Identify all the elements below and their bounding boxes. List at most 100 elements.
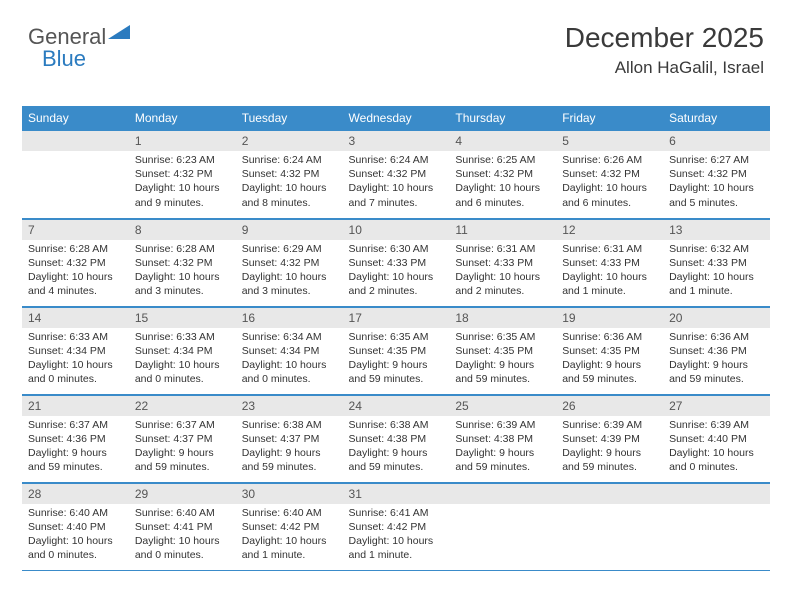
day-details: Sunrise: 6:24 AMSunset: 4:32 PMDaylight:… bbox=[343, 151, 450, 214]
day-line-sr: Sunrise: 6:34 AM bbox=[242, 330, 337, 344]
day-line-sr: Sunrise: 6:32 AM bbox=[669, 242, 764, 256]
day-details: Sunrise: 6:25 AMSunset: 4:32 PMDaylight:… bbox=[449, 151, 556, 214]
day-line-sr: Sunrise: 6:37 AM bbox=[28, 418, 123, 432]
day-line-sr: Sunrise: 6:27 AM bbox=[669, 153, 764, 167]
day-cell: 16Sunrise: 6:34 AMSunset: 4:34 PMDayligh… bbox=[236, 306, 343, 394]
day-details: Sunrise: 6:37 AMSunset: 4:37 PMDaylight:… bbox=[129, 416, 236, 479]
day-line-sr: Sunrise: 6:40 AM bbox=[135, 506, 230, 520]
day-number: 29 bbox=[129, 484, 236, 504]
day-details: Sunrise: 6:32 AMSunset: 4:33 PMDaylight:… bbox=[663, 240, 770, 303]
day-line-d1: Daylight: 10 hours bbox=[135, 534, 230, 548]
day-number: 20 bbox=[663, 308, 770, 328]
day-line-sr: Sunrise: 6:39 AM bbox=[669, 418, 764, 432]
day-line-d2: and 0 minutes. bbox=[135, 372, 230, 386]
day-line-d2: and 0 minutes. bbox=[669, 460, 764, 474]
day-details: Sunrise: 6:31 AMSunset: 4:33 PMDaylight:… bbox=[449, 240, 556, 303]
day-cell: 25Sunrise: 6:39 AMSunset: 4:38 PMDayligh… bbox=[449, 394, 556, 482]
day-cell: 14Sunrise: 6:33 AMSunset: 4:34 PMDayligh… bbox=[22, 306, 129, 394]
day-line-ss: Sunset: 4:38 PM bbox=[349, 432, 444, 446]
day-number: 18 bbox=[449, 308, 556, 328]
day-line-d2: and 59 minutes. bbox=[135, 460, 230, 474]
day-line-d2: and 59 minutes. bbox=[349, 372, 444, 386]
week-row: 21Sunrise: 6:37 AMSunset: 4:36 PMDayligh… bbox=[22, 394, 770, 482]
day-number: 30 bbox=[236, 484, 343, 504]
day-details: Sunrise: 6:41 AMSunset: 4:42 PMDaylight:… bbox=[343, 504, 450, 567]
day-details: Sunrise: 6:29 AMSunset: 4:32 PMDaylight:… bbox=[236, 240, 343, 303]
day-cell: 30Sunrise: 6:40 AMSunset: 4:42 PMDayligh… bbox=[236, 482, 343, 570]
weekday-thursday: Thursday bbox=[449, 106, 556, 130]
day-line-ss: Sunset: 4:40 PM bbox=[669, 432, 764, 446]
day-line-ss: Sunset: 4:32 PM bbox=[349, 167, 444, 181]
day-line-ss: Sunset: 4:41 PM bbox=[135, 520, 230, 534]
day-line-d2: and 59 minutes. bbox=[242, 460, 337, 474]
day-line-d2: and 1 minute. bbox=[349, 548, 444, 562]
day-line-sr: Sunrise: 6:39 AM bbox=[455, 418, 550, 432]
day-cell: 6Sunrise: 6:27 AMSunset: 4:32 PMDaylight… bbox=[663, 130, 770, 218]
day-line-d1: Daylight: 10 hours bbox=[242, 534, 337, 548]
day-number: 5 bbox=[556, 131, 663, 151]
day-details: Sunrise: 6:30 AMSunset: 4:33 PMDaylight:… bbox=[343, 240, 450, 303]
header-right: December 2025 Allon HaGalil, Israel bbox=[565, 22, 764, 78]
day-line-d1: Daylight: 9 hours bbox=[349, 358, 444, 372]
day-line-ss: Sunset: 4:34 PM bbox=[28, 344, 123, 358]
day-line-ss: Sunset: 4:32 PM bbox=[135, 167, 230, 181]
day-line-d2: and 2 minutes. bbox=[349, 284, 444, 298]
day-line-d2: and 3 minutes. bbox=[242, 284, 337, 298]
day-details: Sunrise: 6:23 AMSunset: 4:32 PMDaylight:… bbox=[129, 151, 236, 214]
day-cell: 13Sunrise: 6:32 AMSunset: 4:33 PMDayligh… bbox=[663, 218, 770, 306]
day-line-d1: Daylight: 10 hours bbox=[669, 181, 764, 195]
day-line-sr: Sunrise: 6:29 AM bbox=[242, 242, 337, 256]
day-line-d2: and 8 minutes. bbox=[242, 196, 337, 210]
weekday-saturday: Saturday bbox=[663, 106, 770, 130]
day-cell: 10Sunrise: 6:30 AMSunset: 4:33 PMDayligh… bbox=[343, 218, 450, 306]
day-line-sr: Sunrise: 6:35 AM bbox=[349, 330, 444, 344]
day-number: 16 bbox=[236, 308, 343, 328]
weekday-sunday: Sunday bbox=[22, 106, 129, 130]
day-line-d2: and 59 minutes. bbox=[28, 460, 123, 474]
day-line-d2: and 1 minute. bbox=[242, 548, 337, 562]
day-cell: 31Sunrise: 6:41 AMSunset: 4:42 PMDayligh… bbox=[343, 482, 450, 570]
day-line-d2: and 5 minutes. bbox=[669, 196, 764, 210]
day-cell: 9Sunrise: 6:29 AMSunset: 4:32 PMDaylight… bbox=[236, 218, 343, 306]
day-line-d1: Daylight: 10 hours bbox=[349, 181, 444, 195]
day-number: 28 bbox=[22, 484, 129, 504]
day-line-d2: and 0 minutes. bbox=[28, 372, 123, 386]
day-number: 13 bbox=[663, 220, 770, 240]
day-details: Sunrise: 6:28 AMSunset: 4:32 PMDaylight:… bbox=[129, 240, 236, 303]
day-number: 22 bbox=[129, 396, 236, 416]
day-cell: 5Sunrise: 6:26 AMSunset: 4:32 PMDaylight… bbox=[556, 130, 663, 218]
day-line-d1: Daylight: 10 hours bbox=[242, 270, 337, 284]
day-line-d2: and 59 minutes. bbox=[455, 372, 550, 386]
month-title: December 2025 bbox=[565, 22, 764, 54]
day-line-sr: Sunrise: 6:39 AM bbox=[562, 418, 657, 432]
logo-triangle-icon bbox=[108, 25, 130, 46]
day-line-d2: and 59 minutes. bbox=[455, 460, 550, 474]
day-line-d2: and 59 minutes. bbox=[669, 372, 764, 386]
day-details: Sunrise: 6:35 AMSunset: 4:35 PMDaylight:… bbox=[449, 328, 556, 391]
day-line-d2: and 2 minutes. bbox=[455, 284, 550, 298]
day-line-d1: Daylight: 9 hours bbox=[28, 446, 123, 460]
day-line-d1: Daylight: 10 hours bbox=[562, 270, 657, 284]
day-details: Sunrise: 6:37 AMSunset: 4:36 PMDaylight:… bbox=[22, 416, 129, 479]
day-line-ss: Sunset: 4:37 PM bbox=[135, 432, 230, 446]
day-cell bbox=[663, 482, 770, 570]
day-cell: 2Sunrise: 6:24 AMSunset: 4:32 PMDaylight… bbox=[236, 130, 343, 218]
day-number-empty bbox=[663, 484, 770, 504]
day-cell: 24Sunrise: 6:38 AMSunset: 4:38 PMDayligh… bbox=[343, 394, 450, 482]
day-line-ss: Sunset: 4:37 PM bbox=[242, 432, 337, 446]
day-line-d2: and 0 minutes. bbox=[28, 548, 123, 562]
day-line-ss: Sunset: 4:33 PM bbox=[455, 256, 550, 270]
day-number: 19 bbox=[556, 308, 663, 328]
day-cell: 20Sunrise: 6:36 AMSunset: 4:36 PMDayligh… bbox=[663, 306, 770, 394]
day-number: 9 bbox=[236, 220, 343, 240]
day-line-d2: and 1 minute. bbox=[669, 284, 764, 298]
day-details: Sunrise: 6:36 AMSunset: 4:36 PMDaylight:… bbox=[663, 328, 770, 391]
day-details: Sunrise: 6:33 AMSunset: 4:34 PMDaylight:… bbox=[129, 328, 236, 391]
day-number: 12 bbox=[556, 220, 663, 240]
day-line-sr: Sunrise: 6:28 AM bbox=[28, 242, 123, 256]
day-line-d1: Daylight: 9 hours bbox=[562, 446, 657, 460]
day-line-d1: Daylight: 10 hours bbox=[349, 534, 444, 548]
day-number: 6 bbox=[663, 131, 770, 151]
day-number: 17 bbox=[343, 308, 450, 328]
day-line-d2: and 3 minutes. bbox=[135, 284, 230, 298]
